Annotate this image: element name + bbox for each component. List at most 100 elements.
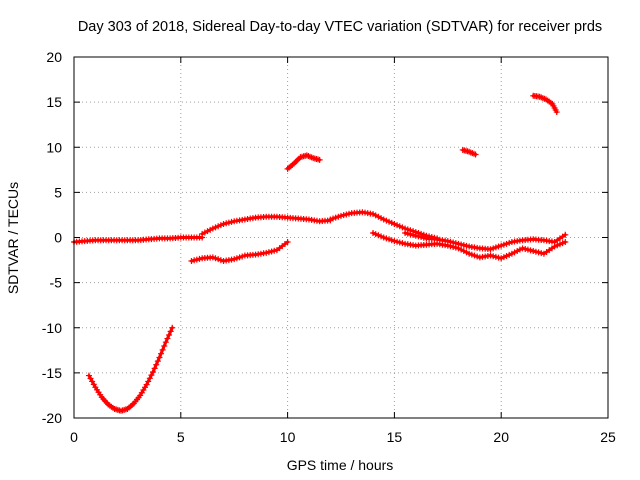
- point-marker: [378, 215, 385, 222]
- point-marker: [522, 246, 529, 253]
- y-tick-label: 20: [46, 49, 62, 65]
- point-marker: [460, 242, 467, 249]
- point-marker: [492, 244, 499, 251]
- point-marker: [452, 244, 459, 251]
- point-marker: [458, 241, 465, 248]
- point-marker: [153, 361, 160, 368]
- point-marker: [209, 254, 216, 261]
- point-marker: [217, 257, 224, 264]
- point-marker: [396, 239, 403, 246]
- point-marker: [169, 324, 176, 331]
- point-marker: [418, 234, 425, 241]
- point-marker: [399, 240, 406, 247]
- series-arc-8-9: [284, 152, 323, 172]
- y-tick-label: -5: [50, 275, 63, 291]
- point-marker: [511, 249, 518, 256]
- point-marker: [463, 249, 470, 256]
- x-tick-label: 10: [280, 429, 296, 445]
- point-marker: [383, 217, 390, 224]
- point-marker: [532, 248, 539, 255]
- point-marker: [538, 250, 545, 257]
- point-marker: [472, 151, 479, 158]
- point-marker: [215, 223, 222, 230]
- point-marker: [159, 346, 166, 353]
- series-blip-9-5: [459, 146, 479, 158]
- point-marker: [562, 231, 569, 238]
- chart-title: Day 303 of 2018, Sidereal Day-to-day VTE…: [78, 19, 602, 35]
- series-lower-branch-late: [370, 229, 569, 262]
- point-marker: [394, 238, 401, 245]
- tick-labels: 0 5 10 15 20 25 -20 -15 -10 -5 0 5 10 15 20: [42, 49, 616, 445]
- point-marker: [166, 331, 173, 338]
- point-marker: [220, 220, 227, 227]
- point-marker: [370, 229, 377, 236]
- point-marker: [495, 243, 502, 250]
- point-marker: [188, 257, 195, 264]
- point-marker: [372, 212, 379, 219]
- point-marker: [332, 214, 339, 221]
- point-marker: [335, 213, 342, 220]
- point-marker: [530, 248, 537, 255]
- series-arc-15: [530, 92, 560, 116]
- point-marker: [396, 223, 403, 230]
- point-marker: [375, 232, 382, 239]
- point-marker: [474, 253, 481, 260]
- point-marker: [284, 239, 291, 246]
- point-marker: [554, 242, 561, 249]
- point-marker: [156, 354, 163, 361]
- point-marker: [503, 253, 510, 260]
- point-marker: [228, 218, 235, 225]
- y-axis-label: SDTVAR / TECUs: [5, 182, 21, 294]
- y-tick-label: -10: [42, 320, 62, 336]
- point-marker: [388, 219, 395, 226]
- point-marker: [199, 230, 206, 237]
- point-marker: [508, 250, 515, 257]
- point-marker: [466, 250, 473, 257]
- point-marker: [519, 245, 526, 252]
- point-marker: [490, 245, 497, 252]
- point-marker: [212, 255, 219, 262]
- point-marker: [215, 256, 222, 263]
- point-marker: [207, 226, 214, 233]
- point-marker: [380, 216, 387, 223]
- point-marker: [151, 365, 158, 372]
- point-marker: [447, 243, 454, 250]
- point-marker: [506, 251, 513, 258]
- point-marker: [463, 242, 470, 249]
- point-marker: [458, 246, 465, 253]
- point-marker: [372, 231, 379, 238]
- point-marker: [500, 254, 507, 261]
- point-marker: [407, 231, 414, 238]
- point-marker: [471, 252, 478, 259]
- point-marker: [233, 255, 240, 262]
- point-marker: [236, 254, 243, 261]
- point-marker: [338, 212, 344, 219]
- point-marker: [498, 255, 505, 262]
- point-marker: [380, 234, 387, 241]
- point-marker: [553, 109, 560, 116]
- point-marker: [162, 339, 169, 346]
- point-marker: [340, 212, 347, 219]
- point-marker: [535, 249, 542, 256]
- point-marker: [223, 220, 230, 227]
- series-big-u: [85, 324, 176, 414]
- point-marker: [415, 233, 422, 240]
- point-marker: [527, 247, 534, 254]
- point-marker: [329, 215, 336, 222]
- point-marker: [231, 256, 238, 263]
- series-rise-mid: [199, 213, 334, 237]
- point-marker: [217, 222, 224, 229]
- point-marker: [148, 372, 155, 379]
- point-marker: [265, 249, 272, 256]
- y-tick-label: -15: [42, 365, 62, 381]
- point-marker: [193, 256, 200, 263]
- point-marker: [514, 248, 521, 255]
- point-marker: [346, 210, 353, 217]
- point-marker: [412, 232, 419, 239]
- point-marker: [391, 238, 398, 245]
- point-marker: [167, 328, 174, 335]
- point-marker: [402, 229, 409, 236]
- y-tick-label: -20: [42, 410, 62, 426]
- x-axis-label: GPS time / hours: [287, 457, 394, 473]
- series-upper-branch-late: [402, 229, 569, 253]
